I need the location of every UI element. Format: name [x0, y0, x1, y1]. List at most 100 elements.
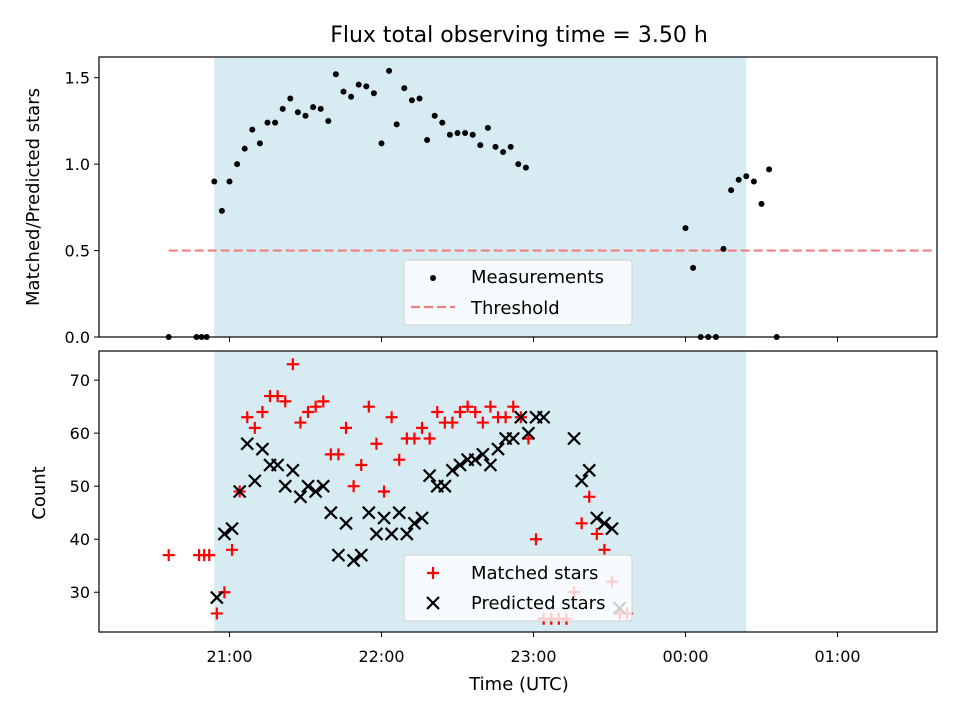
predicted-star-point — [278, 479, 293, 493]
predicted-star-point — [445, 463, 460, 478]
measurement-point — [484, 124, 491, 131]
bottom-panel: 30 40 50 60 70 21:00 22:00 23:00 00:00 01:00 Match… — [70, 350, 938, 666]
measurement-point — [249, 126, 256, 133]
matched-star-point — [309, 400, 322, 413]
bottom-y-axis-label: Count — [29, 466, 50, 519]
matched-star-point — [271, 390, 284, 403]
matched-star-point — [248, 421, 261, 434]
predicted-star-point — [316, 479, 331, 493]
predicted-star-point — [582, 463, 597, 478]
matched-star-point — [446, 416, 459, 429]
measurement-point — [416, 95, 423, 102]
measurement-point — [515, 161, 522, 168]
legend-matched-marker — [427, 567, 439, 579]
predicted-star-point — [407, 516, 422, 531]
predicted-star-point — [331, 548, 346, 562]
measurement-point — [408, 97, 415, 104]
matched-star-point — [332, 448, 345, 461]
predicted-star-point — [217, 527, 232, 541]
predicted-star-point — [392, 505, 407, 520]
measurement-point — [355, 81, 362, 88]
matched-star-point — [340, 421, 353, 434]
measurement-point — [758, 200, 765, 207]
predicted-star-point — [597, 516, 612, 531]
measurement-point — [439, 119, 446, 126]
predicted-star-point — [468, 452, 483, 467]
predicted-star-point — [476, 447, 490, 462]
matched-star-point — [598, 543, 611, 556]
measurement-point — [211, 178, 218, 185]
x-tick-label: 00:00 — [662, 647, 708, 666]
matched-star-point — [317, 395, 330, 408]
matched-star-point — [575, 517, 588, 530]
matched-star-point — [484, 400, 497, 413]
predicted-star-point — [400, 527, 414, 541]
top-legend: Measurements Threshold — [403, 259, 633, 326]
predicted-star-point — [422, 468, 437, 483]
predicted-star-point — [567, 431, 581, 446]
matched-star-point — [385, 411, 398, 424]
matched-star-point — [226, 543, 239, 556]
predicted-star-point — [293, 490, 308, 504]
predicted-star-point — [369, 527, 384, 541]
measurement-point — [386, 67, 393, 74]
measurement-point — [294, 109, 301, 116]
legend-measurements-marker — [430, 275, 436, 281]
measurement-point — [272, 119, 279, 126]
measurement-point — [218, 207, 225, 214]
measurement-point — [469, 131, 476, 138]
matched-star-point — [370, 437, 383, 450]
matched-star-point — [499, 411, 512, 424]
measurement-point — [241, 145, 248, 152]
measurement-point — [766, 166, 773, 173]
predicted-star-point — [605, 521, 619, 536]
measurement-point — [264, 119, 271, 126]
measurement-point — [492, 143, 499, 150]
predicted-star-point — [346, 553, 361, 568]
matched-star-point — [162, 549, 175, 562]
x-tick-label: 22:00 — [358, 647, 404, 666]
bottom-y-tick-label: 60 — [70, 424, 90, 443]
measurement-point — [750, 178, 757, 185]
matched-star-point — [583, 490, 596, 503]
predicted-star-point — [354, 548, 369, 562]
matched-star-point — [423, 432, 436, 445]
predicted-star-point — [255, 442, 270, 456]
matched-star-point — [294, 416, 307, 429]
measurement-point — [325, 117, 332, 124]
measurement-point — [462, 130, 469, 137]
measurement-point — [690, 264, 697, 271]
matched-star-point — [530, 533, 543, 546]
measurement-point — [310, 104, 317, 111]
measurement-point — [431, 112, 438, 119]
bottom-y-tick-label: 30 — [70, 583, 90, 602]
bottom-legend: Matched stars Predicted stars — [403, 554, 633, 622]
measurement-point — [279, 105, 286, 112]
top-legend-box — [403, 259, 633, 326]
measurement-point — [287, 95, 294, 102]
measurement-point — [302, 112, 309, 119]
measurement-point — [720, 245, 727, 252]
matched-star-point — [590, 527, 603, 540]
predicted-star-point — [210, 590, 224, 605]
measurement-point — [454, 130, 461, 137]
predicted-star-point — [324, 505, 338, 520]
bottom-axes-frame — [98, 350, 938, 633]
measurement-point — [446, 131, 453, 138]
measurement-point — [340, 88, 347, 95]
measurement-point — [424, 136, 431, 143]
measurement-point — [393, 121, 400, 128]
matched-star-point — [408, 432, 421, 445]
measurement-point — [507, 143, 514, 150]
matched-star-point — [218, 586, 231, 599]
matched-star-point — [203, 549, 216, 562]
predicted-star-point — [232, 484, 247, 499]
legend-matched-label: Matched stars — [471, 563, 598, 584]
matched-star-point — [431, 405, 444, 418]
predicted-star-point — [384, 527, 399, 541]
measurement-point — [728, 187, 735, 194]
matched-star-point — [476, 416, 489, 429]
predicted-star-point — [438, 479, 452, 493]
top-y-tick-label: 1.0 — [65, 155, 90, 174]
